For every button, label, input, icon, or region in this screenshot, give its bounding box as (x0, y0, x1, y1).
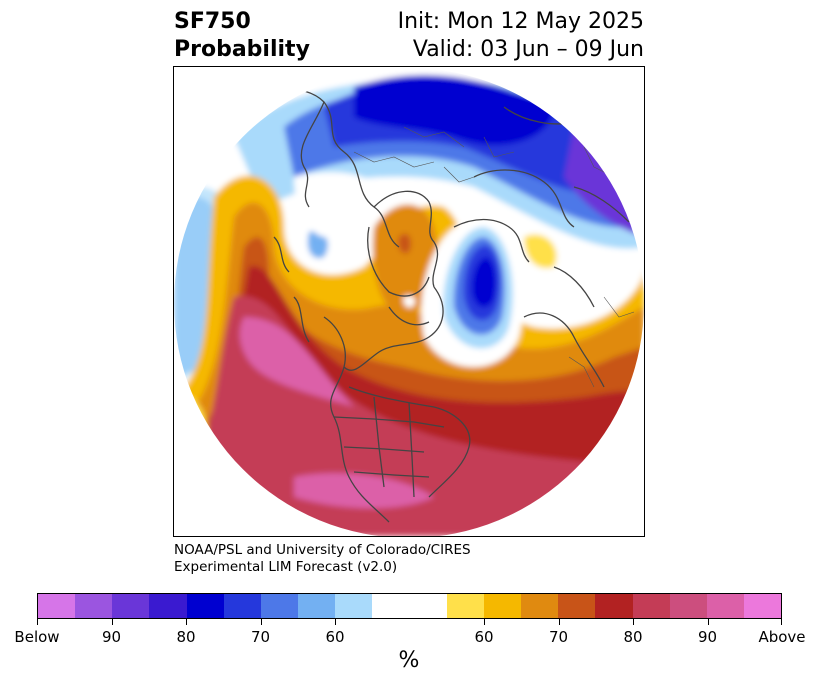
colorbar-tick-mark (335, 619, 336, 625)
colorbar-swatch (112, 594, 150, 618)
colorbar-unit: % (398, 648, 420, 673)
product-name: Probability (174, 37, 310, 62)
colorbar-tick-mark (633, 619, 634, 625)
colorbar-tick-label: 80 (623, 628, 643, 646)
colorbar-tick-mark (261, 619, 262, 625)
colorbar-tick-mark (37, 619, 38, 625)
colorbar-tick-label: 90 (101, 628, 122, 646)
colorbar-swatch (669, 594, 707, 618)
colorbar-swatch (372, 594, 410, 618)
colorbar-tick-label: 70 (250, 628, 271, 646)
colorbar-swatch (706, 594, 744, 618)
colorbar-swatch (743, 594, 782, 618)
colorbar-tick-label: 60 (474, 628, 494, 646)
colorbar-swatch (38, 594, 76, 618)
coastlines (233, 88, 630, 523)
colorbar-tick-label: 70 (548, 628, 569, 646)
colorbar-tick-label: 80 (176, 628, 196, 646)
colorbar-swatch (260, 594, 299, 618)
colorbar-tick-mark (708, 619, 709, 625)
colorbar-swatch (223, 594, 261, 618)
credit-line-2: Experimental LIM Forecast (v2.0) (174, 559, 398, 575)
colorbar-swatch (632, 594, 670, 618)
colorbar-swatch (446, 594, 484, 618)
country-borders (353, 126, 635, 388)
colorbar-tick-mark (781, 619, 782, 625)
init-date: Init: Mon 12 May 2025 (397, 9, 644, 34)
valid-range: Valid: 03 Jun – 09 Jun (412, 37, 644, 62)
colorbar-tick-label: 90 (697, 628, 718, 646)
forecast-dates: Init: Mon 12 May 2025 Valid: 03 Jun – 09… (398, 8, 644, 64)
colorbar-swatch (75, 594, 113, 618)
probability-shading (174, 68, 644, 536)
colorbar-tick-label: Below (14, 628, 60, 646)
colorbar-swatch (595, 594, 633, 618)
colorbar-swatch (298, 594, 336, 618)
colorbar-swatch (521, 594, 559, 618)
colorbar (37, 593, 782, 619)
colorbar-swatch (483, 594, 522, 618)
colorbar-tick-mark (112, 619, 113, 625)
colorbar-tick-label: Above (758, 628, 806, 646)
colorbar-tick-mark (484, 619, 485, 625)
colorbar-swatch (335, 594, 373, 618)
colorbar-swatch (149, 594, 187, 618)
polar-stereographic-map (174, 68, 644, 536)
colorbar-swatch (186, 594, 224, 618)
variable-name: SF750 (174, 9, 251, 34)
polar-map-panel (173, 66, 645, 537)
credit-text: NOAA/PSL and University of Colorado/CIRE… (174, 542, 471, 576)
credit-line-1: NOAA/PSL and University of Colorado/CIRE… (174, 542, 471, 558)
colorbar-swatch (409, 594, 447, 618)
colorbar-swatch (558, 594, 596, 618)
colorbar-tick-mark (559, 619, 560, 625)
map-title: SF750 Probability (174, 8, 310, 64)
colorbar-tick-label: 60 (325, 628, 345, 646)
colorbar-tick-mark (186, 619, 187, 625)
